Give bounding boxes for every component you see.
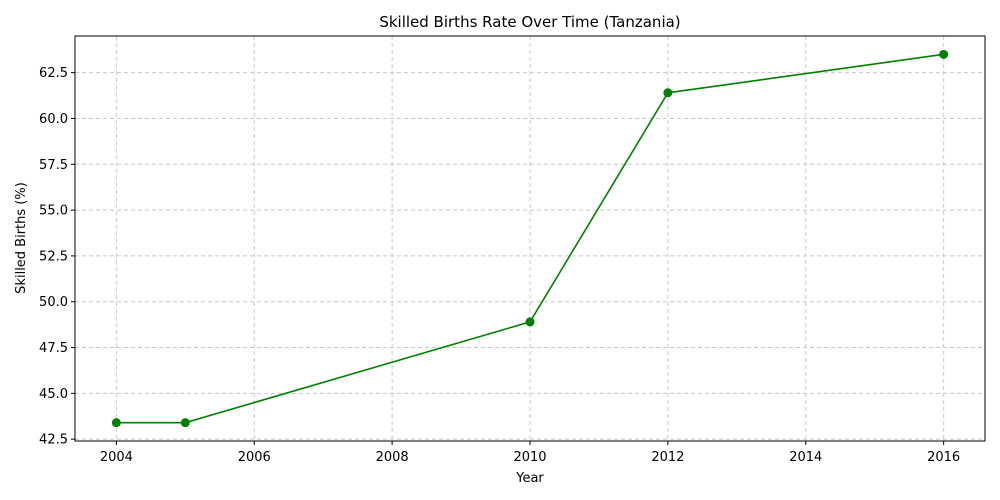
series-layer: [111, 49, 949, 428]
y-tick-label: 60.0: [39, 112, 68, 127]
x-tick-label: 2010: [513, 450, 546, 465]
x-tick-label: 2016: [927, 450, 960, 465]
y-tick-label: 45.0: [39, 387, 68, 402]
chart-title: Skilled Births Rate Over Time (Tanzania): [379, 13, 680, 31]
x-axis-label: Year: [515, 471, 544, 486]
y-tick-label: 42.5: [39, 433, 68, 448]
data-point: [525, 317, 535, 327]
data-point: [111, 418, 121, 428]
y-tick-label: 47.5: [39, 341, 68, 356]
grid-lines: [75, 36, 985, 441]
data-point: [939, 49, 949, 59]
y-axis-label: Skilled Births (%): [14, 182, 29, 294]
y-tick-label: 62.5: [39, 66, 68, 81]
y-tick-label: 57.5: [39, 158, 68, 173]
x-tick-label: 2012: [651, 450, 684, 465]
y-tick-label: 50.0: [39, 295, 68, 310]
x-tick-label: 2006: [238, 450, 271, 465]
data-point: [180, 418, 190, 428]
y-axis-ticks: 42.5 45.0 47.5 50.0 52.5 55.0 57.5 60.0 62.5: [39, 66, 75, 448]
x-tick-label: 2004: [100, 450, 133, 465]
x-tick-label: 2008: [376, 450, 409, 465]
y-tick-label: 55.0: [39, 204, 68, 219]
x-axis-ticks: 2004 2006 2008 2010 2012 2014 2016: [100, 441, 960, 465]
x-tick-label: 2014: [789, 450, 822, 465]
y-tick-label: 52.5: [39, 249, 68, 264]
data-point: [663, 88, 673, 98]
